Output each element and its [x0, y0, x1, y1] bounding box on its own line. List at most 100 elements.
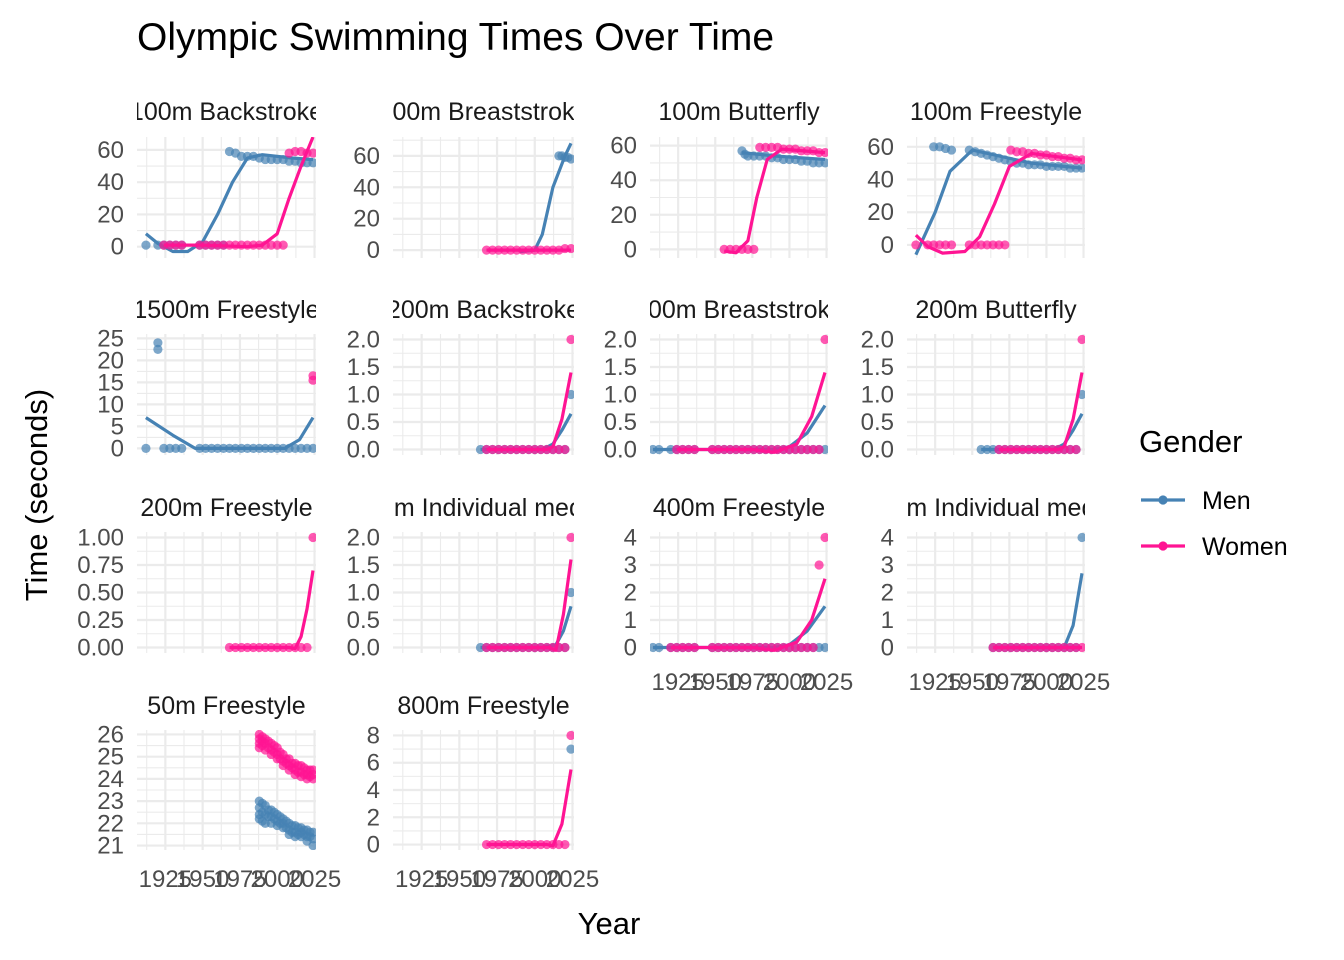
data-point-women	[808, 642, 818, 653]
x-tick-label: 2000	[763, 669, 816, 696]
y-tick-label: 23	[97, 788, 124, 815]
panel-data	[481, 142, 574, 255]
trend-line-men	[145, 416, 315, 450]
x-tick-label: 1975	[726, 669, 779, 696]
y-tick-label: 20	[97, 347, 124, 374]
y-axis-title: Time (seconds)	[19, 389, 54, 601]
x-axis-title: Year	[578, 906, 641, 941]
panel-data	[976, 334, 1085, 455]
x-tick-label: 1950	[689, 669, 742, 696]
data-point-men	[153, 344, 163, 354]
data-point-men	[308, 443, 316, 453]
data-point-women	[560, 444, 570, 455]
panel-data	[141, 137, 316, 254]
panel-data	[481, 730, 574, 850]
panel-grid	[393, 532, 574, 653]
data-point-men	[141, 443, 151, 453]
y-tick-label: 3	[624, 552, 637, 579]
data-point-women	[560, 839, 570, 850]
trend-line-women	[486, 372, 573, 452]
y-tick-label: 5	[111, 413, 124, 440]
legend-title: Gender	[1139, 424, 1242, 459]
panel-grid	[907, 532, 1085, 653]
legend-label: Men	[1202, 487, 1251, 515]
legend: Gender Men Women	[1139, 424, 1288, 561]
panel-grid	[137, 137, 316, 258]
data-point-women	[814, 560, 824, 570]
data-point-women	[566, 334, 574, 345]
panel-grid	[393, 334, 574, 455]
y-tick-label: 20	[353, 206, 380, 233]
y-tick-label: 0	[881, 635, 894, 662]
y-tick-label: 0.5	[604, 409, 637, 436]
y-tick-label: 1.5	[347, 552, 380, 579]
trend-line-women	[163, 137, 315, 249]
y-tick-label: 22	[97, 810, 124, 837]
data-point-women	[308, 774, 316, 784]
trend-line-men	[981, 413, 1084, 452]
y-tick-label: 1.00	[77, 525, 124, 552]
data-point-women	[946, 240, 957, 250]
y-tick-label: 0	[111, 435, 124, 462]
trend-line-women	[914, 151, 1083, 255]
y-tick-label: 20	[97, 201, 124, 228]
panel-200m-butterfly: 200m Butterfly 0.00.51.01.52.0	[861, 296, 1085, 464]
y-tick-label: 60	[97, 137, 124, 164]
panel-grid	[393, 730, 574, 850]
panel-strip-label: 200m Individual medley	[352, 494, 615, 522]
panel-data	[475, 334, 574, 455]
data-point-women	[1000, 240, 1010, 250]
data-point-men	[566, 154, 574, 164]
x-tick-label: 2025	[288, 866, 341, 893]
data-point-women	[302, 642, 312, 653]
panel-strip-label: 50m Freestyle	[147, 692, 305, 720]
panel-strip-label: 100m Breaststroke	[379, 98, 589, 126]
panel-grid	[137, 532, 316, 653]
chart-title: Olympic Swimming Times Over Time	[137, 16, 774, 59]
panel-100m-breaststroke: 100m Breaststroke 0 20 40 60	[353, 98, 589, 264]
trend-line-men	[144, 153, 314, 254]
y-tick-label: 40	[97, 169, 124, 196]
y-tick-label: 0.5	[347, 409, 380, 436]
y-tick-label: 2	[881, 580, 894, 607]
panel-data	[224, 532, 316, 653]
y-tick-label: 20	[867, 199, 894, 226]
data-point-men	[566, 744, 574, 754]
x-tick-label: 1950	[176, 866, 229, 893]
data-point-men	[177, 443, 187, 453]
data-point-men	[820, 642, 828, 653]
x-tick-label: 1925	[908, 669, 961, 696]
y-tick-label: 0	[881, 232, 894, 259]
panel-strip-label: 1500m Freestyle	[133, 296, 319, 324]
y-tick-label: 0	[367, 237, 380, 264]
legend-key-point	[1158, 495, 1168, 505]
panel-strip-label: 100m Backstroke	[130, 98, 323, 126]
panel-strip-label: 200m Breaststroke	[634, 296, 844, 324]
panel-data	[650, 532, 828, 653]
data-point-women	[566, 532, 574, 543]
y-tick-label: 0.0	[347, 635, 380, 662]
data-point-women	[820, 532, 828, 543]
y-tick-label: 2.0	[604, 327, 637, 354]
panel-200m-individual-medley: 200m Individual medley 0.00.51.01.52.0	[347, 494, 615, 662]
y-tick-label: 0.0	[604, 437, 637, 464]
panel-200m-breaststroke: 200m Breaststroke 0.00.51.01.52.0	[604, 296, 844, 464]
data-point-men	[946, 145, 957, 155]
panel-200m-backstroke: 200m Backstroke 0.00.51.01.52.0	[347, 296, 574, 464]
data-point-men	[141, 240, 151, 250]
y-tick-label: 10	[97, 391, 124, 418]
panel-grid	[907, 334, 1085, 455]
trend-line-women	[670, 578, 827, 652]
data-point-women	[749, 244, 759, 254]
y-tick-label: 1.0	[604, 382, 637, 409]
y-tick-label: 0	[624, 236, 637, 263]
data-point-men	[1077, 532, 1085, 543]
data-point-women	[911, 240, 921, 250]
y-tick-label: 1.5	[861, 354, 894, 381]
legend-key-point	[1158, 541, 1168, 551]
panel-strip-label: 200m Freestyle	[140, 494, 312, 522]
